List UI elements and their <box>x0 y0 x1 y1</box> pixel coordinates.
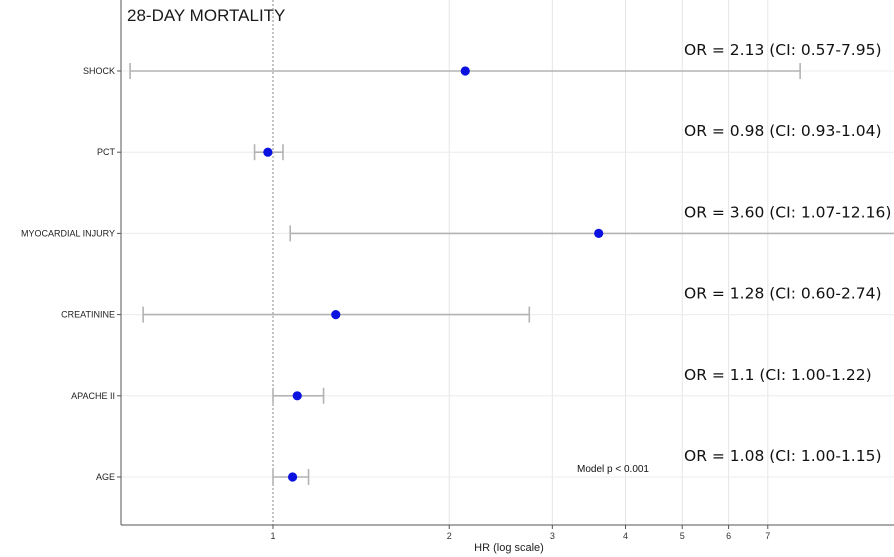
or-point <box>460 66 470 76</box>
or-point <box>331 310 341 320</box>
or-point <box>594 228 604 238</box>
or-annotation: OR = 1.1 (CI: 1.00-1.22) <box>684 366 872 384</box>
marks-layer <box>129 63 894 485</box>
or-annotation: OR = 1.08 (CI: 1.00-1.15) <box>684 447 882 465</box>
model-p-annotation: Model p < 0.001 <box>577 464 649 475</box>
or-point <box>292 391 302 401</box>
or-point <box>263 147 273 157</box>
or-annotation: OR = 2.13 (CI: 0.57-7.95) <box>684 41 882 59</box>
category-label: MYOCARDIAL INJURY <box>21 228 115 238</box>
or-point <box>287 472 298 482</box>
chart-title: 28-DAY MORTALITY <box>127 6 285 25</box>
x-tick-label: 1 <box>270 531 275 541</box>
x-tick-label: 2 <box>447 531 452 541</box>
or-annotation: OR = 1.28 (CI: 0.60-2.74) <box>684 285 882 303</box>
category-label: AGE <box>96 472 115 482</box>
category-label: CREATININE <box>61 310 115 320</box>
axis-layer: 1 2 3 4 5 6 7 <box>117 0 894 541</box>
x-tick-label: 6 <box>726 531 731 541</box>
or-annotation: OR = 0.98 (CI: 0.93-1.04) <box>684 122 882 140</box>
or-annotation: OR = 3.60 (CI: 1.07-12.16) <box>684 203 891 221</box>
x-tick-label: 3 <box>550 531 555 541</box>
x-tick-label: 7 <box>765 531 770 541</box>
labels-layer: SHOCK OR = 2.13 (CI: 0.57-7.95) PCT OR = 0.… <box>21 41 891 482</box>
category-label: SHOCK <box>83 66 115 76</box>
x-tick-label: 4 <box>623 531 628 541</box>
category-label: PCT <box>97 147 116 157</box>
category-label: APACHE II <box>71 391 115 401</box>
x-axis-label: HR (log scale) <box>474 542 544 554</box>
x-tick-label: 5 <box>680 531 685 541</box>
